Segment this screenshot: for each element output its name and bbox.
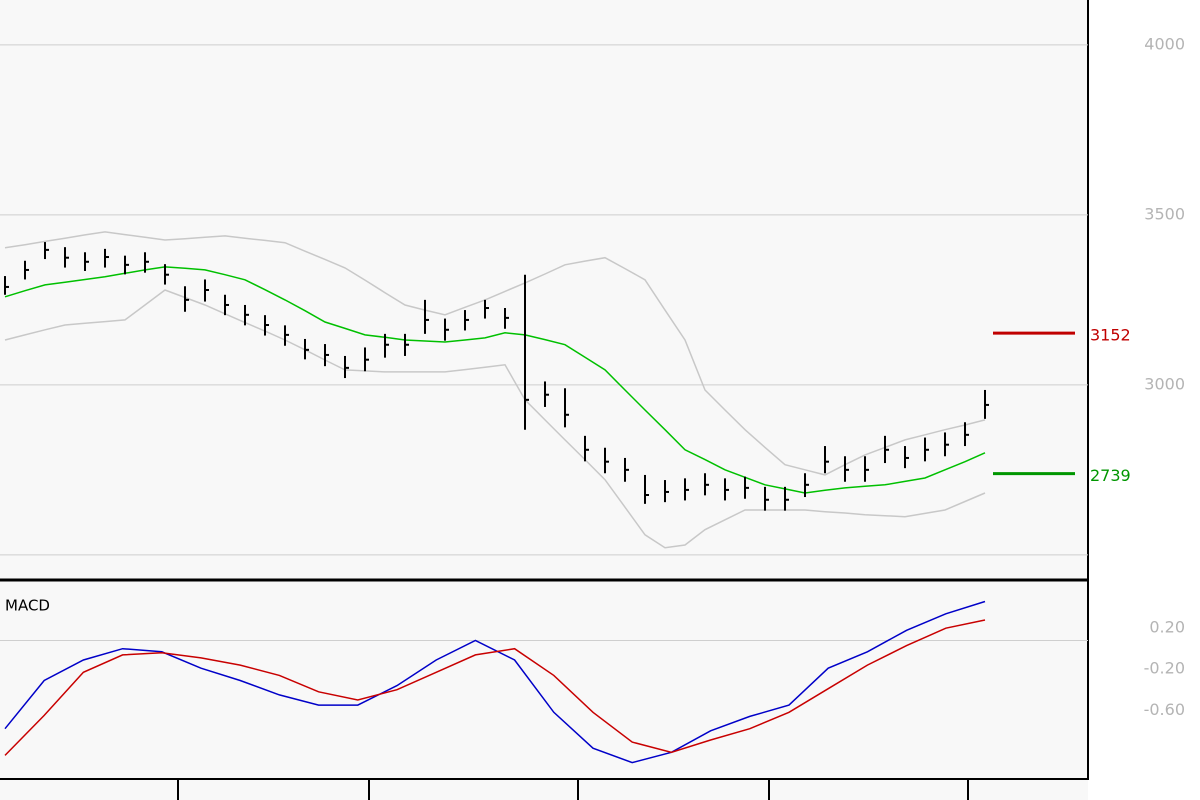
y-tick-label: 4000 (1144, 34, 1185, 53)
x-axis-ticks (177, 779, 969, 800)
series-line (4, 266, 986, 494)
macd-title: MACD (5, 597, 50, 615)
y-tick-label: 3500 (1144, 204, 1185, 223)
series-line (4, 289, 986, 549)
series-line (4, 231, 986, 476)
level-label: 3152 (1090, 326, 1131, 345)
series-line (4, 600, 986, 764)
y-tick-label: -0.60 (1144, 700, 1185, 719)
y-tick-label: 0.20 (1149, 618, 1185, 637)
level-label: 2739 (1090, 466, 1131, 485)
y-tick-label: -0.20 (1144, 659, 1185, 678)
y-tick-label: 3000 (1144, 374, 1185, 393)
series-line (4, 619, 986, 756)
